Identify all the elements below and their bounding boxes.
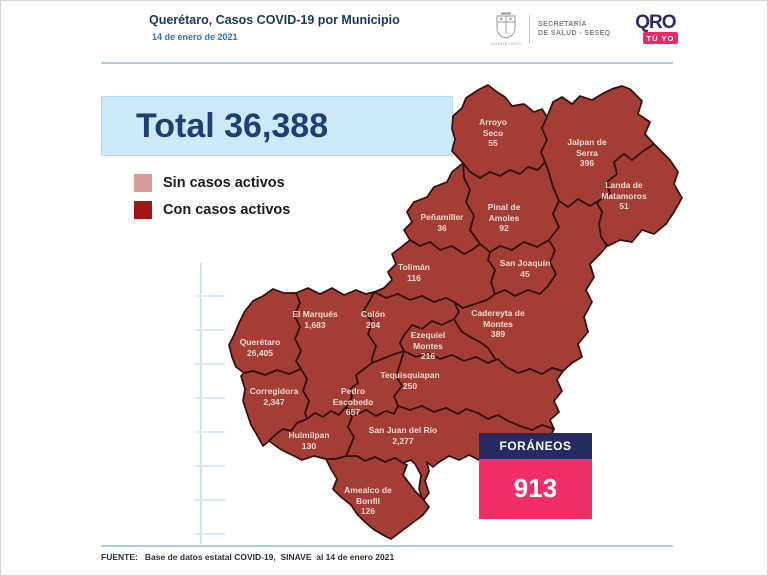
decorative-tick — [195, 363, 225, 365]
header-divider — [101, 62, 673, 64]
foraneos-value: 913 — [479, 459, 592, 519]
decorative-tick — [195, 499, 225, 501]
qro-wordmark: QRO — [635, 12, 676, 33]
page-title: Querétaro, Casos COVID-19 por Municipio — [149, 13, 400, 27]
decorative-tick — [195, 397, 225, 399]
foraneos-box: FORÁNEOS 913 — [479, 433, 592, 519]
source-note: FUENTE: Base de datos estatal COVID-19, … — [101, 552, 395, 562]
total-cases-text: Total 36,388 — [136, 106, 329, 145]
logo-divider — [529, 14, 530, 44]
legend-swatch-con-casos — [134, 201, 152, 219]
decorative-axis-line — [200, 263, 202, 544]
legend-label: Con casos activos — [163, 202, 291, 218]
foraneos-header: FORÁNEOS — [479, 433, 592, 459]
report-date: 14 de enero de 2021 — [152, 32, 238, 42]
shield-icon — [496, 12, 516, 39]
legend-label: Sin casos activos — [163, 175, 285, 191]
logo-group: QUERÉTARO SECRETARÍA DE SALUD - SESEQ QR… — [489, 7, 679, 51]
municipality-amealco-de-bonfil-shape — [325, 455, 430, 540]
legend-swatch-sin-casos — [134, 174, 152, 192]
qro-tagline-badge: TÚ YO — [642, 32, 679, 44]
legend-item-sin-casos: Sin casos activos — [134, 174, 285, 192]
seseq-wordmark: SECRETARÍA DE SALUD - SESEQ — [538, 20, 611, 38]
total-banner: Total 36,388 — [101, 96, 453, 156]
decorative-tick — [195, 533, 225, 535]
decorative-tick — [195, 295, 225, 297]
footer-divider — [101, 545, 673, 547]
decorative-tick — [195, 465, 225, 467]
emblem-caption: QUERÉTARO — [490, 41, 522, 46]
municipality-arroyo-seco-shape — [451, 84, 548, 179]
queretaro-coat-of-arms: QUERÉTARO — [489, 12, 523, 46]
municipality-pinal-de-amoles-shape — [462, 161, 560, 253]
municipality-queretaro-shape — [228, 288, 302, 376]
seseq-line2: DE SALUD - SESEQ — [538, 30, 611, 37]
legend-item-con-casos: Con casos activos — [134, 201, 290, 219]
qro-tu-yo-logo: QRO TÚ YO — [633, 12, 679, 44]
decorative-tick — [195, 329, 225, 331]
decorative-tick — [195, 431, 225, 433]
seseq-line1: SECRETARÍA — [538, 21, 587, 28]
